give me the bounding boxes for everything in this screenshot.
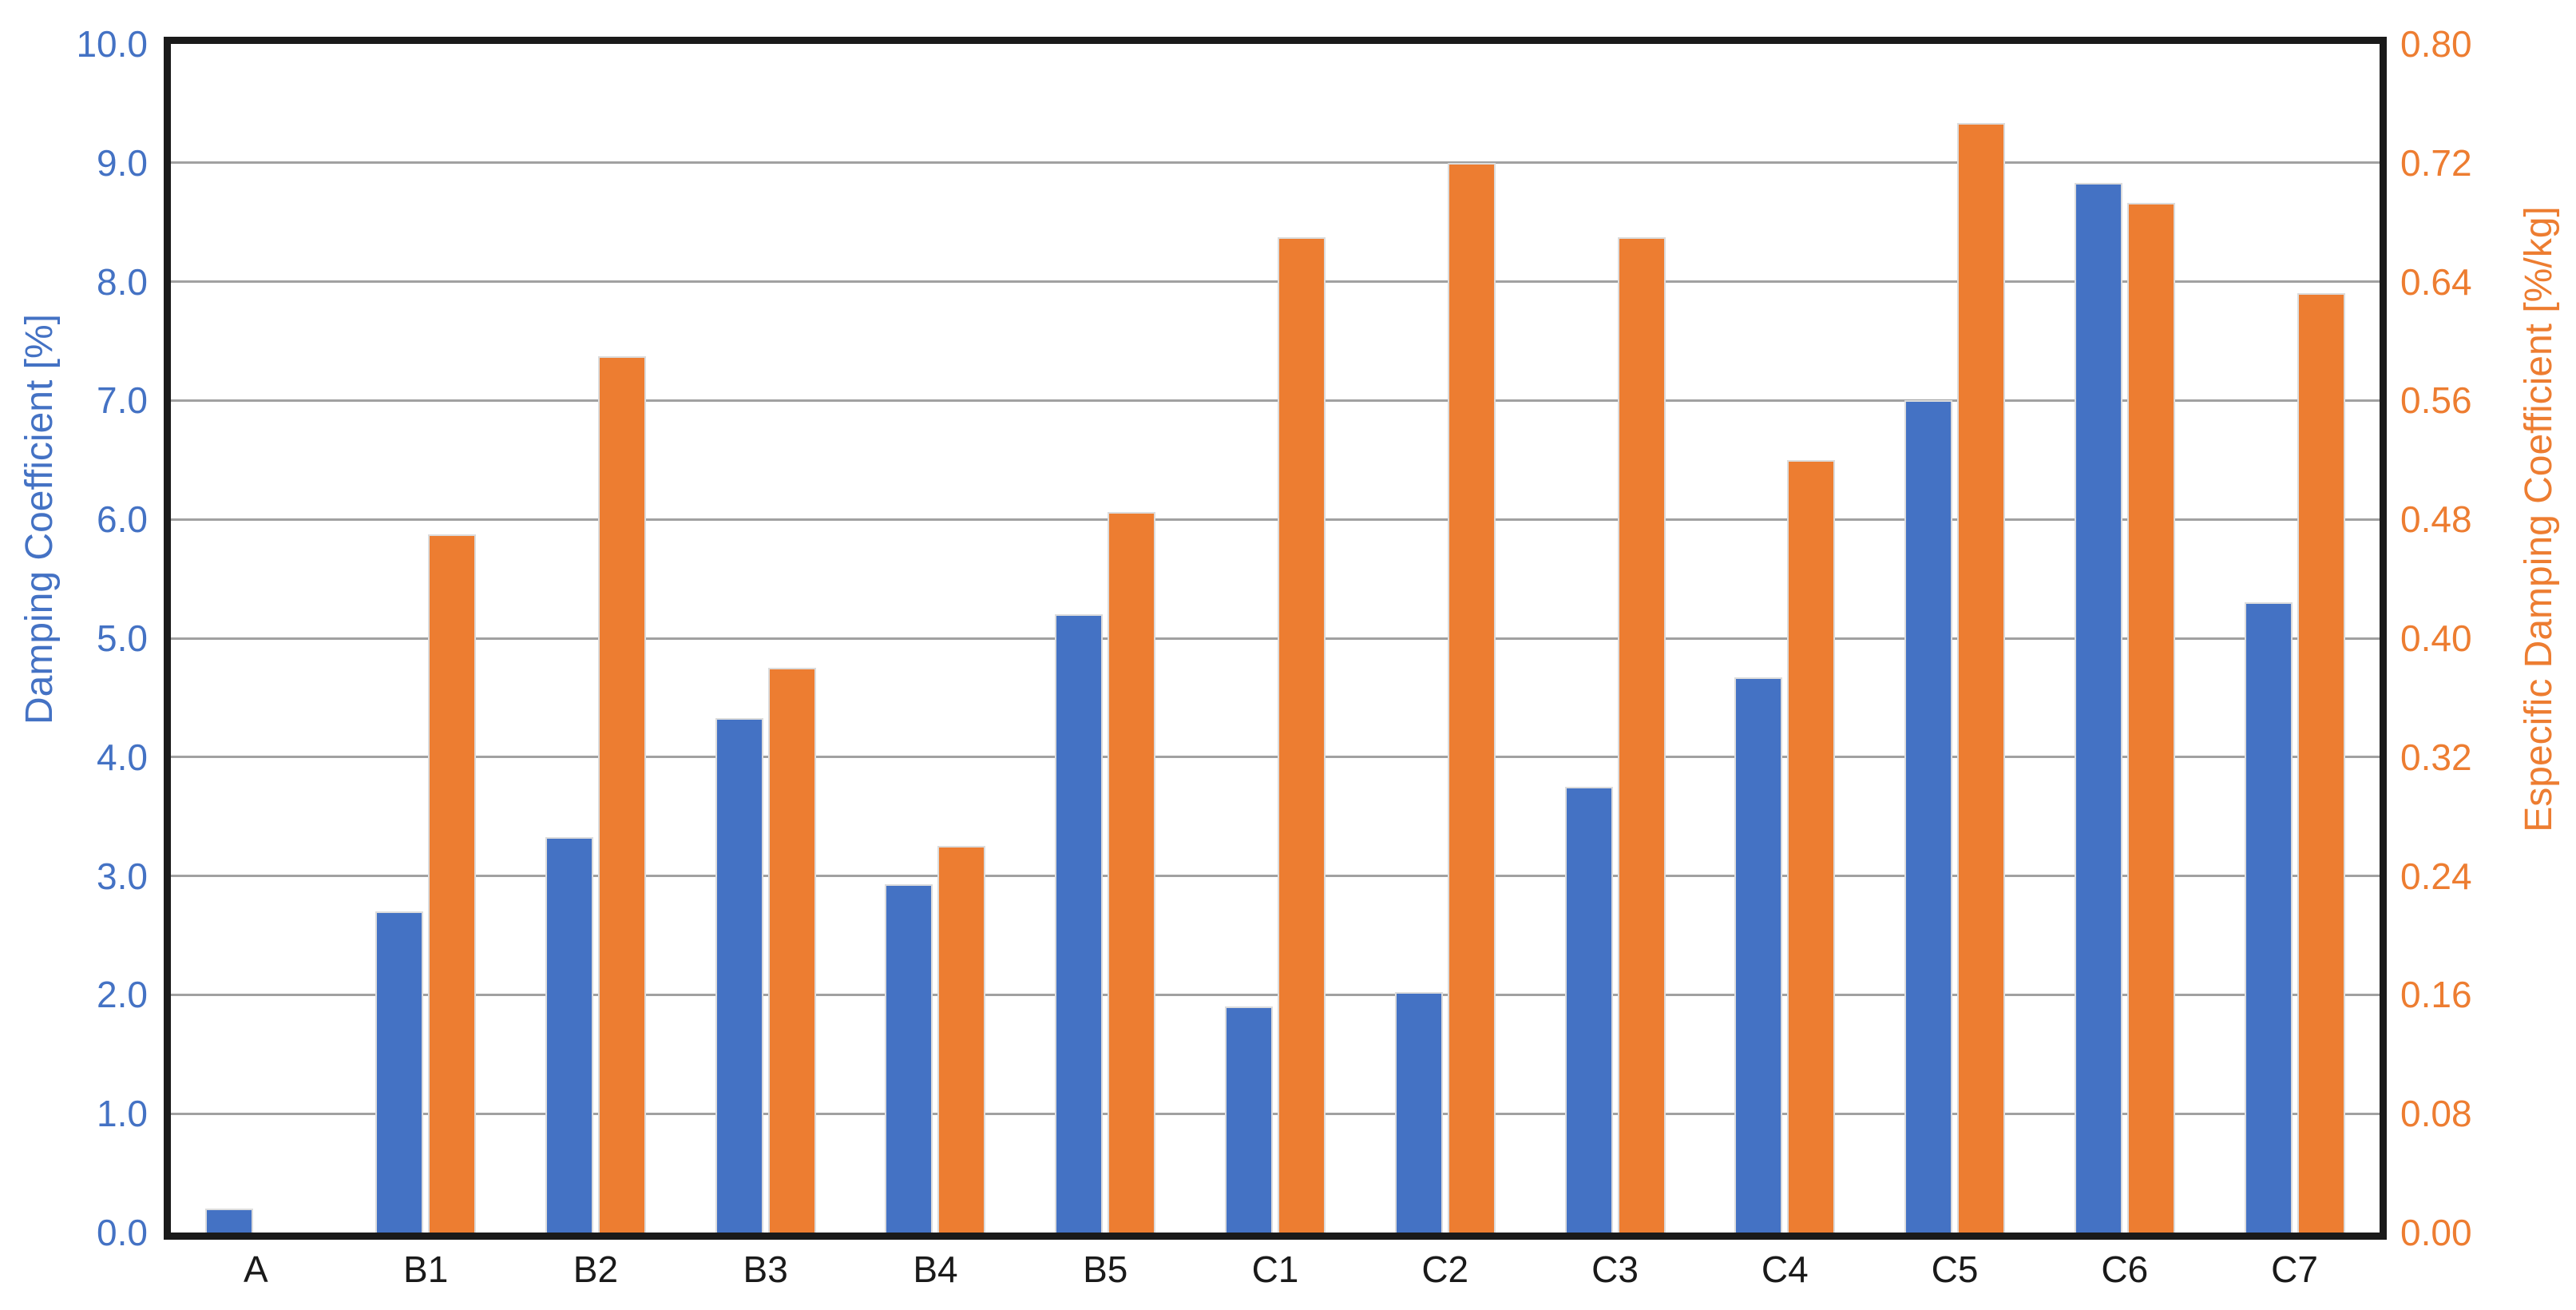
right-axis-tick-0.56: 0.56	[2400, 379, 2472, 422]
right-axis-tick-0.24: 0.24	[2400, 855, 2472, 897]
gridline-2.0	[171, 993, 2380, 996]
left-axis-tick-5.0: 5.0	[97, 617, 148, 659]
bar-especific-B1	[428, 534, 477, 1233]
left-axis-tick-1.0: 1.0	[97, 1093, 148, 1135]
left-axis-tick-3.0: 3.0	[97, 855, 148, 897]
x-axis-label-C2: C2	[1421, 1248, 1469, 1290]
category-slot-C7	[2209, 44, 2380, 1233]
left-axis-tick-2.0: 2.0	[97, 974, 148, 1016]
bar-damping-C4	[1734, 677, 1783, 1233]
bar-especific-B2	[597, 355, 646, 1233]
gridlines-layer	[171, 44, 2380, 1233]
bar-especific-B5	[1108, 511, 1156, 1233]
gridline-8.0	[171, 280, 2380, 284]
bar-damping-B4	[885, 884, 933, 1233]
left-axis-tick-8.0: 8.0	[97, 260, 148, 303]
right-axis-tick-0.08: 0.08	[2400, 1093, 2472, 1135]
right-axis-tick-0.00: 0.00	[2400, 1212, 2472, 1253]
bar-especific-C7	[2297, 293, 2345, 1233]
x-axis-labels: A B1 B2 B3 B4 B5 C1 C2 C3 C4 C5 C6 C7	[171, 1251, 2380, 1288]
bar-especific-C2	[1447, 162, 1496, 1233]
left-axis-tick-labels: 10.0 9.0 8.0 7.0 6.0 5.0 4.0 3.0 2.0 1.0 0.0	[0, 26, 148, 1251]
category-slot-B5	[1020, 44, 1191, 1233]
right-axis-tick-0.80: 0.80	[2400, 23, 2472, 65]
category-slot-B3	[680, 44, 850, 1233]
left-axis-tick-10.0: 10.0	[76, 23, 148, 65]
x-axis-label-C7: C7	[2271, 1248, 2318, 1290]
gridline-5.0	[171, 637, 2380, 640]
left-axis-tick-4.0: 4.0	[97, 736, 148, 778]
gridline-1.0	[171, 1112, 2380, 1115]
x-axis-label-C5: C5	[1931, 1248, 1979, 1290]
bar-damping-C1	[1224, 1006, 1273, 1233]
category-slot-C5	[1870, 44, 2040, 1233]
right-axis-tick-0.48: 0.48	[2400, 498, 2472, 541]
bar-damping-C3	[1564, 787, 1613, 1233]
bar-especific-C5	[1957, 122, 2006, 1233]
plot-area	[164, 37, 2387, 1240]
x-axis-label-B3: B3	[743, 1248, 788, 1290]
right-axis-tick-0.64: 0.64	[2400, 260, 2472, 303]
left-axis-tick-9.0: 9.0	[97, 141, 148, 184]
bar-damping-B5	[1055, 614, 1104, 1233]
category-slot-B1	[341, 44, 511, 1233]
x-axis-label-B2: B2	[573, 1248, 619, 1290]
category-slot-B4	[850, 44, 1020, 1233]
right-axis-tick-0.32: 0.32	[2400, 736, 2472, 778]
bar-damping-B2	[545, 836, 593, 1233]
left-axis-tick-6.0: 6.0	[97, 498, 148, 541]
gridline-9.0	[171, 161, 2380, 165]
x-axis-label-C4: C4	[1761, 1248, 1809, 1290]
gridline-7.0	[171, 399, 2380, 402]
bar-damping-C5	[1904, 400, 1953, 1233]
category-slot-C4	[1700, 44, 1870, 1233]
right-axis-tick-0.40: 0.40	[2400, 617, 2472, 659]
bar-damping-B1	[375, 911, 424, 1233]
bar-especific-C6	[2126, 203, 2175, 1233]
x-axis-label-C3: C3	[1591, 1248, 1639, 1290]
category-slot-C1	[1191, 44, 1361, 1233]
left-axis-tick-7.0: 7.0	[97, 379, 148, 422]
x-axis-label-B1: B1	[403, 1248, 449, 1290]
x-axis-label-B5: B5	[1083, 1248, 1128, 1290]
category-slot-C6	[2039, 44, 2209, 1233]
left-axis-tick-0.0: 0.0	[97, 1212, 148, 1253]
bar-damping-A	[205, 1209, 254, 1233]
gridline-3.0	[171, 875, 2380, 878]
category-slot-C2	[1360, 44, 1530, 1233]
x-axis-label-C1: C1	[1251, 1248, 1299, 1290]
bar-especific-B3	[767, 668, 816, 1233]
bar-damping-C6	[2074, 183, 2122, 1233]
right-axis-tick-0.72: 0.72	[2400, 141, 2472, 184]
gridline-4.0	[171, 756, 2380, 759]
category-slot-B2	[511, 44, 681, 1233]
bar-especific-C1	[1277, 236, 1326, 1233]
bars-layer	[171, 44, 2380, 1233]
x-axis-label-A: A	[244, 1248, 268, 1290]
x-axis-label-C6: C6	[2101, 1248, 2149, 1290]
gridline-6.0	[171, 518, 2380, 521]
bar-damping-B3	[715, 717, 763, 1233]
bar-damping-C7	[2244, 602, 2293, 1233]
bar-especific-C3	[1617, 236, 1666, 1233]
category-slot-A	[171, 44, 341, 1233]
right-axis-tick-labels: 0.80 0.72 0.64 0.56 0.48 0.40 0.32 0.24 0.16 0.08…	[2400, 26, 2576, 1251]
bar-especific-B4	[937, 846, 986, 1233]
bar-especific-C4	[1787, 459, 1836, 1233]
category-slot-C3	[1530, 44, 1700, 1233]
bar-damping-C2	[1394, 992, 1443, 1233]
right-axis-tick-0.16: 0.16	[2400, 974, 2472, 1016]
x-axis-label-B4: B4	[913, 1248, 958, 1290]
